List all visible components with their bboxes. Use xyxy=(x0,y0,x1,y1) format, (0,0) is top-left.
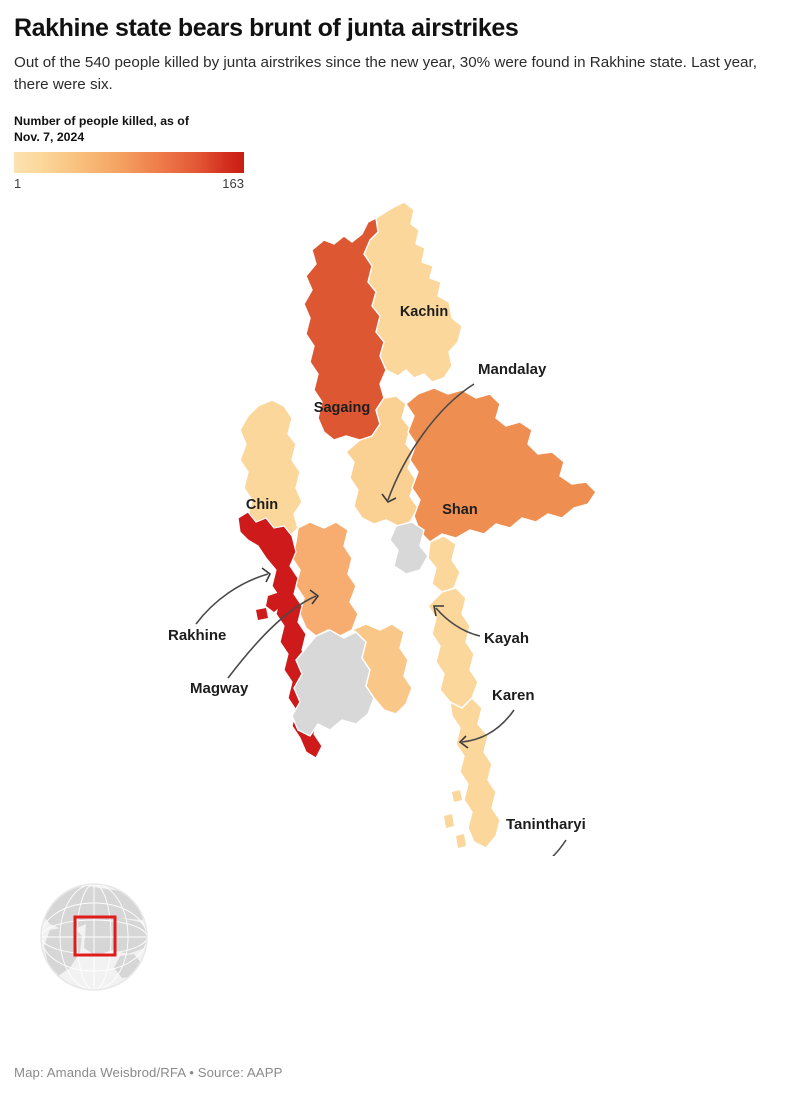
legend-min-label: 1 xyxy=(14,175,22,191)
region-magway[interactable] xyxy=(291,521,359,637)
legend-title-line1: Number of people killed, as of xyxy=(14,114,189,129)
page-title: Rakhine state bears brunt of junta airst… xyxy=(14,14,519,42)
leader-line-kayah xyxy=(435,607,481,637)
leader-line-rakhine xyxy=(195,573,269,625)
header: Rakhine state bears brunt of junta airst… xyxy=(0,0,800,191)
legend-scale: 1 163 xyxy=(14,176,244,191)
globe-highlight-box xyxy=(73,915,117,957)
arrowhead-mandalay xyxy=(381,493,397,504)
legend-title-line2: Nov. 7, 2024 xyxy=(14,130,85,145)
legend-gradient-bar xyxy=(14,151,244,173)
page-subtitle: Out of the 540 people killed by junta ai… xyxy=(14,54,757,93)
region-rakhine-island-2 xyxy=(256,608,268,620)
map-inline-labels: Kachin Sagaing Chin Shan xyxy=(246,304,478,518)
leader-line-magway xyxy=(227,595,317,679)
map-label-chin: Chin xyxy=(246,497,278,513)
map-label-karen: Karen xyxy=(492,687,535,704)
region-sagaing[interactable] xyxy=(303,216,387,441)
map-label-shan: Shan xyxy=(442,502,477,518)
region-kayah[interactable] xyxy=(427,535,461,593)
map-label-mandalay: Mandalay xyxy=(478,361,547,378)
map-regions xyxy=(237,201,597,849)
region-shan[interactable] xyxy=(405,387,597,543)
leader-line-mandalay xyxy=(387,383,475,501)
arrowhead-karen xyxy=(458,735,469,749)
choropleth-map: Kachin Sagaing Chin Shan Mandalay Rakhin… xyxy=(0,196,800,856)
region-nodata-delta[interactable] xyxy=(291,629,375,737)
arrowhead-rakhine xyxy=(261,567,272,583)
map-label-kachin: Kachin xyxy=(400,304,448,320)
globe-inset-svg xyxy=(40,883,148,991)
legend: Number of people killed, as of Nov. 7, 2… xyxy=(14,113,786,191)
globe-inset xyxy=(24,880,176,998)
leader-line-karen xyxy=(461,709,515,743)
region-bago[interactable] xyxy=(350,623,413,715)
map-label-tanintharyi: Tanintharyi xyxy=(506,816,586,833)
region-nodata-center[interactable] xyxy=(389,521,429,575)
legend-title: Number of people killed, as of Nov. 7, 2… xyxy=(14,113,786,145)
map-callouts: Mandalay Rakhine Magway Kayah Karen xyxy=(168,361,586,856)
globe-outline xyxy=(40,883,148,991)
region-rakhine-island-1 xyxy=(266,592,284,612)
map-label-sagaing: Sagaing xyxy=(314,400,370,416)
legend-max-label: 163 xyxy=(222,175,244,191)
arrowhead-kayah xyxy=(433,605,444,617)
region-tanintharyi[interactable] xyxy=(449,697,501,849)
region-tanintharyi-islands xyxy=(444,790,466,848)
arrowhead-magway xyxy=(309,589,320,605)
map-label-magway: Magway xyxy=(190,680,249,697)
map-label-rakhine: Rakhine xyxy=(168,627,226,644)
leader-line-tanintharyi xyxy=(551,839,567,856)
footer-credit: Map: Amanda Weisbrod/RFA • Source: AAPP xyxy=(14,1065,283,1080)
map-label-kayah: Kayah xyxy=(484,630,529,647)
myanmar-map-svg: Kachin Sagaing Chin Shan Mandalay Rakhin… xyxy=(168,201,597,856)
